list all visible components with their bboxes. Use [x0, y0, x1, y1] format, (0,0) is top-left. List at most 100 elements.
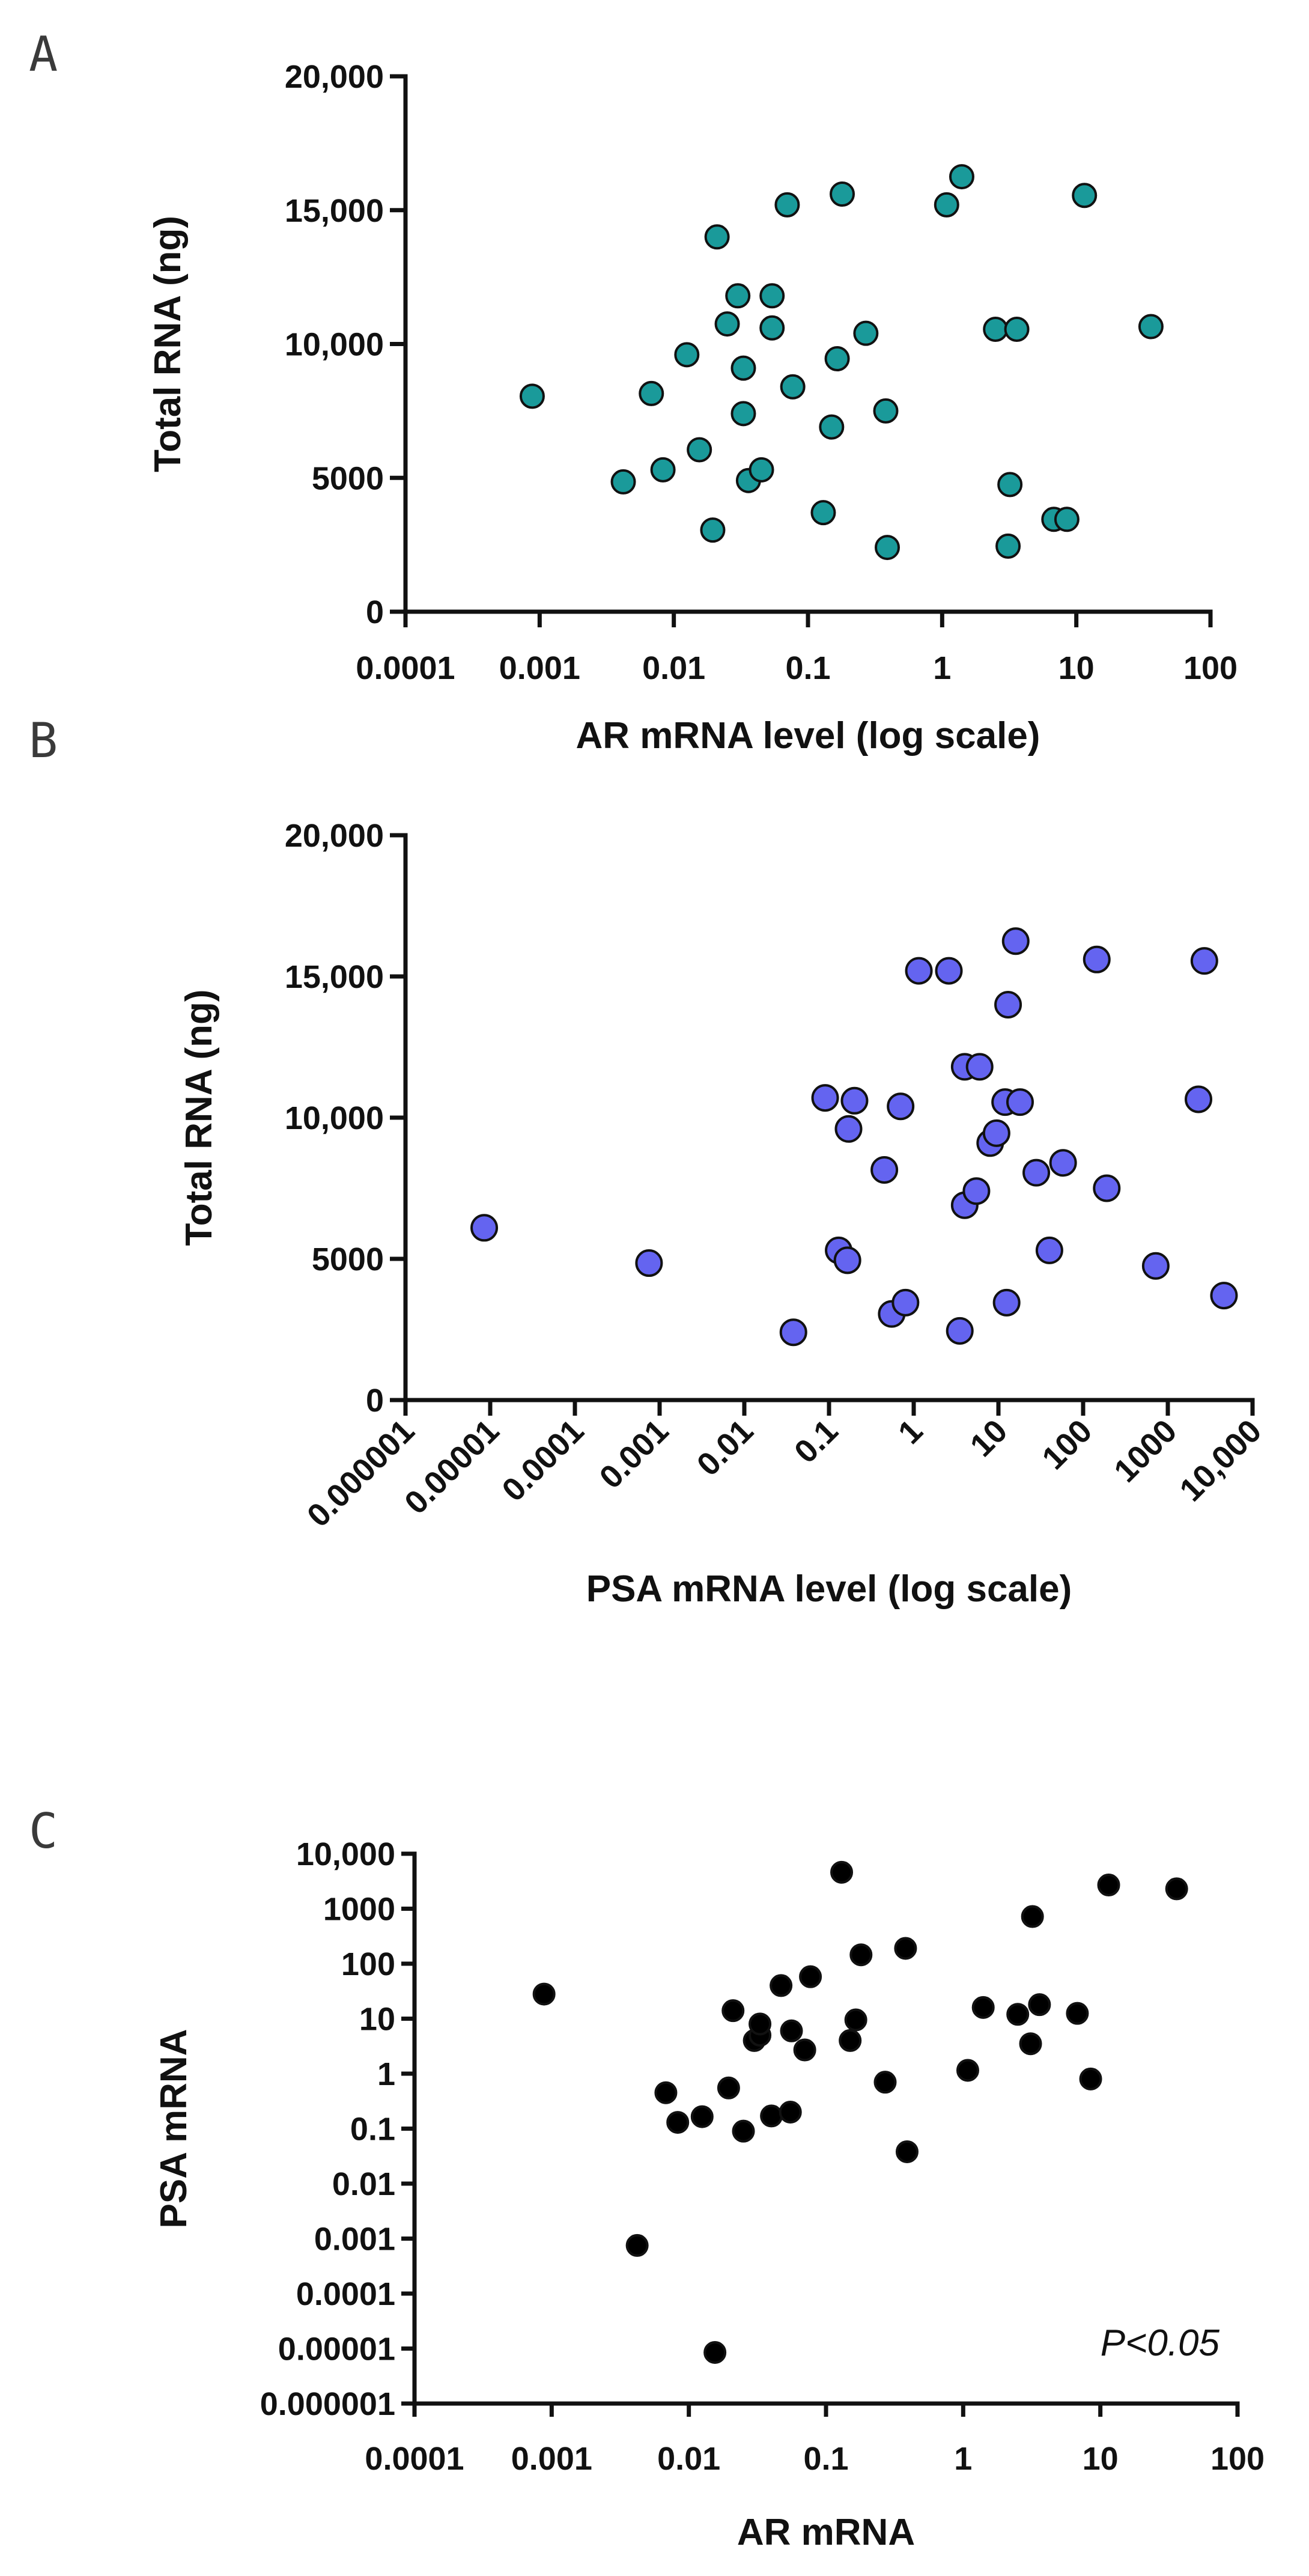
x-tick-label: 10 [1058, 650, 1095, 686]
data-point [875, 535, 901, 561]
data-point [1210, 1282, 1238, 1310]
data-point [983, 316, 1009, 342]
y-tick-label: 10,000 [285, 327, 384, 363]
data-point [1185, 1085, 1213, 1113]
data-point [824, 346, 850, 372]
data-point [971, 1996, 995, 2019]
data-point [895, 2140, 919, 2163]
data-point [830, 1860, 854, 1884]
panel-letter: B [29, 713, 58, 769]
x-tick-label: 0.1 [788, 1413, 845, 1470]
y-tick-label: 0 [366, 1383, 384, 1419]
panel-letter: A [29, 26, 58, 82]
data-point [965, 1053, 994, 1081]
y-tick-label: 5000 [312, 460, 384, 496]
x-tick-label: 1000 [1107, 1413, 1183, 1489]
data-point [891, 1288, 920, 1317]
y-tick-label: 0.01 [332, 2166, 395, 2202]
y-tick-label: 20,000 [285, 59, 384, 95]
data-point [1093, 1174, 1121, 1202]
panel-letter: C [29, 1803, 58, 1859]
x-tick-label: 0.1 [785, 650, 830, 686]
x-tick-label: 100 [1183, 650, 1238, 686]
data-point [1190, 947, 1218, 975]
data-point [779, 1318, 807, 1347]
data-point [982, 1119, 1010, 1147]
y-tick-label: 15,000 [285, 193, 384, 229]
data-point [703, 2340, 727, 2364]
data-point [799, 1965, 822, 1988]
data-point [844, 2008, 867, 2032]
significance-annotation: P<0.05 [1101, 2322, 1220, 2364]
y-axis-title: Total RNA (ng) [178, 989, 220, 1246]
x-tick-label: 100 [1210, 2441, 1265, 2477]
data-point [839, 2029, 862, 2052]
y-tick-label: 0.1 [350, 2112, 395, 2148]
data-point [1019, 2032, 1042, 2056]
data-point [1001, 927, 1030, 955]
data-point [956, 2059, 979, 2082]
data-point [639, 380, 664, 406]
data-point [780, 374, 806, 400]
data-point [946, 1317, 974, 1345]
y-tick-label: 5000 [312, 1241, 384, 1277]
y-tick-label: 0.001 [314, 2221, 395, 2258]
x-tick-label: 1 [954, 2441, 972, 2477]
x-tick-label: 0.001 [511, 2441, 592, 2477]
data-point [1066, 2002, 1089, 2025]
data-point [780, 2019, 803, 2042]
x-tick-label: 0.01 [642, 650, 705, 686]
data-point [779, 2100, 802, 2124]
data-point [721, 1999, 745, 2023]
data-point [819, 414, 845, 440]
data-point [1006, 2003, 1030, 2026]
data-point [1006, 1088, 1034, 1116]
x-tick-label: 0.001 [593, 1413, 676, 1496]
x-tick-label: 10,000 [1173, 1413, 1268, 1508]
data-point [849, 1943, 873, 1967]
data-point [894, 1937, 917, 1960]
data-point [1035, 1236, 1063, 1264]
x-tick-label: 0.1 [803, 2441, 848, 2477]
x-tick-label: 1 [933, 650, 951, 686]
data-point [811, 1084, 839, 1112]
data-point [774, 192, 800, 218]
data-point [870, 1156, 899, 1184]
data-point [1049, 1149, 1077, 1177]
data-point [732, 2119, 755, 2143]
y-axis-title: Total RNA (ng) [147, 216, 189, 472]
data-point [759, 283, 785, 309]
data-point [853, 320, 879, 346]
data-point [1165, 1877, 1188, 1901]
data-point [1138, 314, 1164, 340]
y-tick-label: 1000 [323, 1892, 395, 1928]
panel-c: C 0.0001 0.001 0.01 0.1 1 10 100 0.000001 0.00001… [29, 1803, 1265, 2553]
data-point [949, 164, 974, 190]
data-point [666, 2111, 690, 2134]
data-point [1079, 2067, 1102, 2090]
data-point [749, 2012, 772, 2036]
x-tick-label: 0.0001 [365, 2441, 464, 2477]
x-tick-label: 0.0001 [356, 650, 455, 686]
data-point [730, 355, 756, 381]
x-tick-label: 10 [964, 1413, 1015, 1464]
data-point [873, 2071, 897, 2094]
data-point [1054, 507, 1080, 532]
x-axis-title: AR mRNA [737, 2512, 915, 2553]
y-tick-label: 0.00001 [278, 2331, 395, 2367]
data-point [717, 2076, 740, 2099]
data-point [793, 2038, 816, 2062]
data-point [995, 533, 1021, 559]
panel-a: A 0.0001 0.001 0.01 0.1 1 10 100 0 5000 10,000 15,0… [29, 26, 1238, 757]
data-point [962, 1177, 991, 1205]
data-point [1097, 1874, 1120, 1897]
y-tick-label: 10 [359, 2002, 395, 2038]
x-tick-label: 0.01 [657, 2441, 720, 2477]
data-point [873, 398, 899, 424]
data-point [840, 1086, 869, 1115]
data-point [759, 315, 785, 341]
data-point [470, 1214, 499, 1242]
x-tick-label: 0.000001 [300, 1413, 422, 1534]
